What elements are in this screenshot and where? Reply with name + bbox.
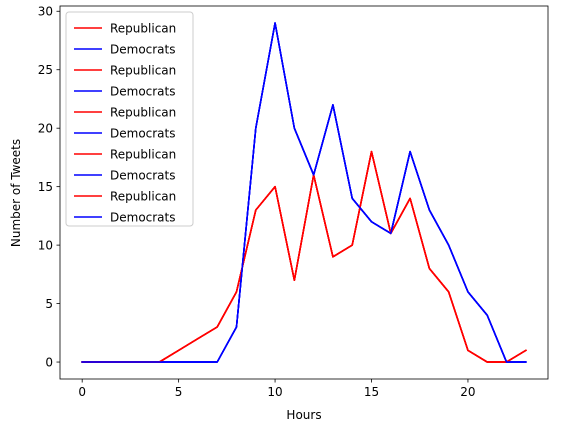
y-tick-label: 25 xyxy=(38,63,53,77)
legend-label: Republican xyxy=(110,105,176,119)
series-layer xyxy=(81,22,527,363)
x-tick-label: 5 xyxy=(175,385,183,399)
y-tick-label: 30 xyxy=(38,5,53,19)
legend-label: Republican xyxy=(110,189,176,203)
legend-label: Democrats xyxy=(110,126,176,140)
legend-frame xyxy=(65,11,194,227)
legend-label: Republican xyxy=(110,147,176,161)
legend-label: Democrats xyxy=(110,168,176,182)
y-tick-label: 0 xyxy=(45,355,53,369)
x-tick-label: 20 xyxy=(460,385,475,399)
y-axis-label: Number of Tweets xyxy=(9,139,23,247)
legend-label: Democrats xyxy=(110,42,176,56)
x-tick-label: 0 xyxy=(78,385,86,399)
y-axis: 0 5 10 15 20 25 30 xyxy=(38,5,60,369)
legend-label: Democrats xyxy=(110,210,176,224)
legend-label: Democrats xyxy=(110,84,176,98)
y-tick-label: 10 xyxy=(38,238,53,252)
y-tick-label: 15 xyxy=(38,180,53,194)
y-tick-label: 5 xyxy=(45,297,53,311)
x-tick-label: 15 xyxy=(364,385,379,399)
plot-frame xyxy=(59,5,549,380)
series-line-10 xyxy=(81,22,527,363)
x-axis-label: Hours xyxy=(286,408,321,422)
legend-label: Republican xyxy=(110,21,176,35)
y-tick-label: 20 xyxy=(38,121,53,135)
legend-label: Republican xyxy=(110,63,176,77)
legend: Republican Democrats Republican Democrats Re… xyxy=(65,11,194,227)
x-tick-label: 10 xyxy=(267,385,282,399)
x-axis: 0 5 10 15 20 xyxy=(78,379,476,399)
